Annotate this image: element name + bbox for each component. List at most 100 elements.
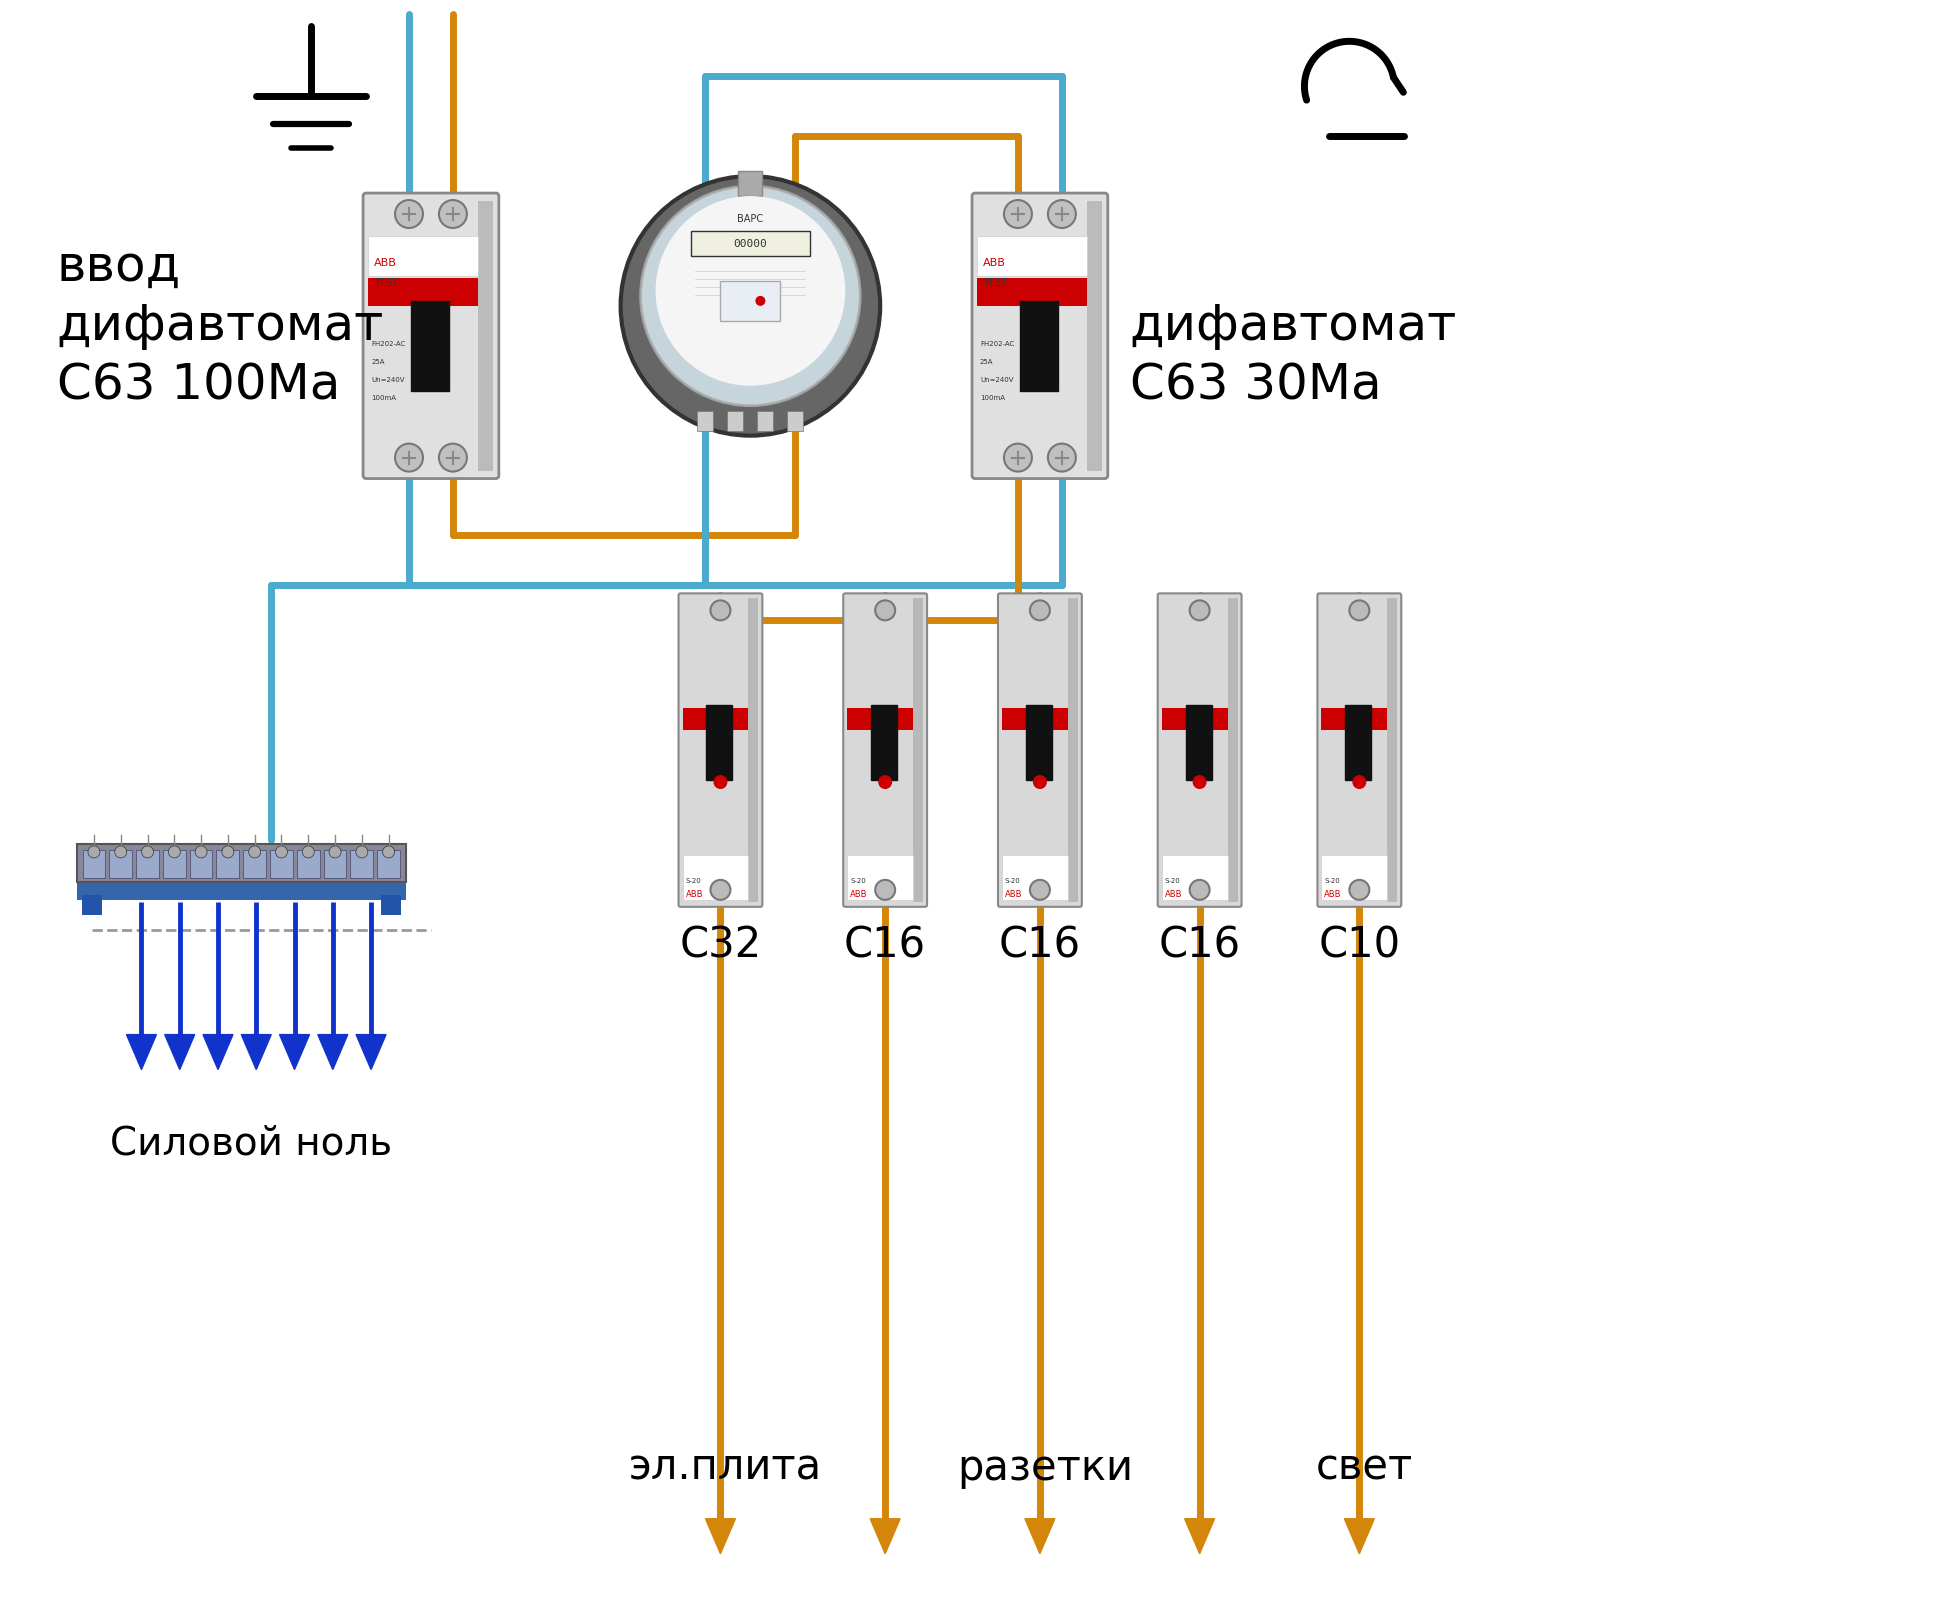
Text: Un=240V: Un=240V	[370, 377, 406, 382]
Polygon shape	[241, 1035, 270, 1069]
Circle shape	[1048, 201, 1075, 228]
Text: S-20: S-20	[1324, 878, 1340, 884]
Circle shape	[196, 846, 208, 859]
Text: ВАРС: ВАРС	[737, 213, 764, 225]
Text: TEST: TEST	[983, 278, 1007, 287]
Bar	[135, 851, 159, 878]
Text: эл.плита: эл.плита	[629, 1446, 823, 1489]
Polygon shape	[165, 1035, 194, 1069]
Circle shape	[1193, 775, 1207, 790]
Polygon shape	[705, 1518, 735, 1554]
Text: 25A: 25A	[980, 360, 993, 364]
Bar	[913, 599, 923, 902]
Text: С10: С10	[1318, 924, 1401, 966]
Bar	[1021, 300, 1058, 390]
Circle shape	[1189, 880, 1209, 900]
Bar	[1346, 705, 1371, 780]
Bar	[1228, 599, 1238, 902]
FancyBboxPatch shape	[1316, 594, 1401, 907]
Text: С16: С16	[1158, 924, 1240, 966]
Text: FH202-AC: FH202-AC	[980, 340, 1015, 347]
Bar	[1001, 708, 1068, 730]
Bar	[478, 201, 494, 470]
Bar	[270, 851, 292, 878]
Circle shape	[1189, 600, 1209, 620]
Polygon shape	[357, 1035, 386, 1069]
Circle shape	[641, 186, 860, 406]
Bar	[1162, 855, 1228, 900]
Bar	[298, 851, 319, 878]
Bar	[727, 411, 742, 430]
Circle shape	[168, 846, 180, 859]
Circle shape	[439, 201, 466, 228]
Text: FH202-AC: FH202-AC	[370, 340, 406, 347]
Bar	[682, 708, 748, 730]
Circle shape	[141, 846, 153, 859]
Bar	[323, 851, 347, 878]
Text: ABB: ABB	[1005, 889, 1023, 899]
Circle shape	[656, 196, 844, 385]
Circle shape	[382, 846, 394, 859]
Bar	[1068, 599, 1077, 902]
Bar	[1322, 708, 1387, 730]
Text: 25A: 25A	[370, 360, 384, 364]
Bar	[739, 172, 762, 196]
Circle shape	[1048, 443, 1075, 472]
Bar	[76, 880, 406, 900]
Circle shape	[876, 880, 895, 900]
Polygon shape	[280, 1035, 310, 1069]
Bar	[1185, 705, 1211, 780]
Text: 100mA: 100mA	[370, 395, 396, 401]
Text: С16: С16	[999, 924, 1081, 966]
Bar	[690, 231, 811, 255]
Polygon shape	[127, 1035, 157, 1069]
Bar	[872, 705, 897, 780]
Circle shape	[396, 201, 423, 228]
Text: S-20: S-20	[686, 878, 701, 884]
Bar	[382, 896, 402, 915]
Bar	[978, 236, 1087, 276]
Circle shape	[1003, 201, 1032, 228]
Circle shape	[1030, 880, 1050, 900]
Polygon shape	[870, 1518, 899, 1554]
Bar	[76, 844, 406, 881]
Bar	[190, 851, 212, 878]
Circle shape	[756, 295, 766, 307]
Text: С16: С16	[844, 924, 927, 966]
Circle shape	[713, 775, 727, 790]
Text: 00000: 00000	[733, 239, 768, 249]
Text: ввод
дифавтомат
С63 100Ма: ввод дифавтомат С63 100Ма	[57, 242, 384, 409]
Bar	[1387, 599, 1397, 902]
Bar	[978, 278, 1087, 307]
Polygon shape	[1025, 1518, 1054, 1554]
Bar	[721, 281, 780, 321]
Text: ABB: ABB	[374, 258, 398, 268]
Text: S-20: S-20	[1166, 878, 1181, 884]
Text: свет: свет	[1316, 1446, 1412, 1489]
Circle shape	[1030, 600, 1050, 620]
Bar	[846, 708, 913, 730]
Text: С32: С32	[680, 924, 762, 966]
Polygon shape	[204, 1035, 233, 1069]
Polygon shape	[1185, 1518, 1215, 1554]
Bar	[846, 855, 913, 900]
Bar	[351, 851, 374, 878]
Circle shape	[1350, 600, 1369, 620]
Circle shape	[221, 846, 233, 859]
Text: ABB: ABB	[686, 889, 703, 899]
FancyBboxPatch shape	[1158, 594, 1242, 907]
Circle shape	[1032, 775, 1046, 790]
Text: TEST: TEST	[374, 278, 398, 287]
Bar	[411, 300, 449, 390]
FancyBboxPatch shape	[972, 193, 1107, 478]
Circle shape	[1350, 880, 1369, 900]
Circle shape	[116, 846, 127, 859]
Text: 100mA: 100mA	[980, 395, 1005, 401]
Circle shape	[88, 846, 100, 859]
Bar	[1027, 705, 1052, 780]
Text: разетки: разетки	[956, 1446, 1132, 1489]
Circle shape	[249, 846, 261, 859]
Bar	[82, 851, 106, 878]
Bar	[758, 411, 774, 430]
Text: ABB: ABB	[1166, 889, 1181, 899]
